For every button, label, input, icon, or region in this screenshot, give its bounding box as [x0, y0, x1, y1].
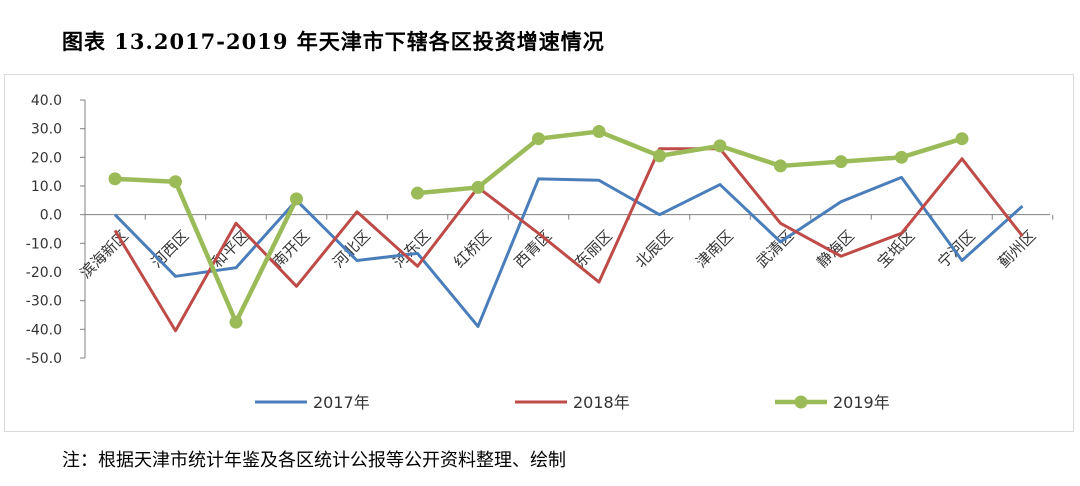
x-tick-label: 静海区 — [813, 227, 858, 272]
y-tick-label: 40.0 — [31, 93, 62, 109]
series-line-2019年 — [417, 129, 963, 196]
data-point — [532, 132, 545, 146]
data-point — [713, 139, 727, 153]
chart-title: 图表 13.2017-2019 年天津市下辖各区投资增速情况 — [62, 29, 605, 54]
series-line-2017年 — [113, 175, 1024, 328]
data-point — [895, 150, 908, 164]
y-tick-label: 20.0 — [31, 150, 62, 166]
legend-marker — [794, 395, 808, 409]
footnote: 注：根据天津市统计年鉴及各区统计公报等公开资料整理、绘制 — [62, 450, 566, 471]
legend-label: 2018年 — [573, 393, 630, 412]
x-tick-label: 宝坻区 — [874, 227, 919, 272]
x-tick-label: 红桥区 — [450, 227, 495, 272]
data-point — [290, 192, 303, 206]
y-tick-label: -30.0 — [26, 294, 62, 310]
series-line-2019年 — [114, 176, 299, 325]
data-point — [955, 132, 969, 146]
x-tick-label: 河西区 — [148, 227, 193, 272]
y-tick-label: -20.0 — [26, 265, 62, 281]
chart-frame — [4, 74, 1074, 432]
y-tick-label: 10.0 — [31, 179, 62, 195]
data-point — [411, 186, 424, 200]
legend-label: 2019年 — [833, 393, 890, 412]
series-line-2018年 — [113, 147, 1024, 333]
y-tick-label: -50.0 — [26, 351, 62, 367]
data-point — [229, 315, 243, 329]
data-point — [471, 180, 485, 194]
x-tick-label: 蓟州区 — [995, 227, 1040, 272]
data-point — [834, 155, 848, 169]
data-point — [108, 172, 122, 186]
data-point — [774, 159, 787, 173]
line-chart: 40.0 30.0 20.0 10.0 0.0 -10.0 -20.0 -30.0 -40.0 -… — [26, 93, 1054, 412]
data-point — [653, 149, 666, 163]
data-point — [169, 175, 182, 189]
legend-label: 2017年 — [313, 393, 370, 412]
x-tick-label: 津南区 — [692, 227, 737, 272]
y-tick-label: 0.0 — [40, 208, 62, 224]
data-point — [592, 125, 606, 139]
x-tick-label: 北辰区 — [632, 227, 677, 272]
y-tick-label: -10.0 — [26, 236, 62, 252]
y-tick-label: -40.0 — [26, 322, 62, 338]
y-tick-label: 30.0 — [31, 122, 62, 138]
x-tick-label: 河北区 — [329, 227, 374, 272]
